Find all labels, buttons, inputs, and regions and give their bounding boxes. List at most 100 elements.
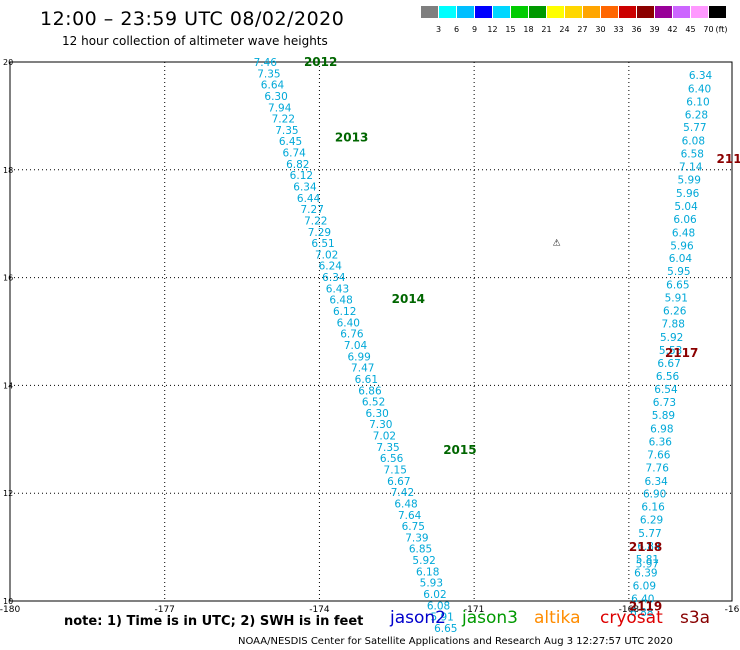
legend-swatch [421, 6, 438, 18]
location-marker: ⚠ [553, 239, 561, 249]
pass-time-label: 2014 [392, 292, 425, 306]
swh-data-label: 6.45 [279, 136, 302, 148]
swh-data-label: 5.99 [678, 175, 701, 187]
swh-data-label: 7.64 [398, 510, 422, 522]
swh-data-label: 6.08 [682, 136, 705, 148]
swh-data-label: 6.34 [322, 272, 346, 284]
legend-swatch [655, 6, 672, 18]
swh-data-label: 5.81 [636, 554, 659, 566]
swh-data-label: 7.35 [275, 125, 298, 137]
swh-data-label: 6.34 [689, 70, 713, 82]
legend-label: 30 [595, 25, 606, 34]
swh-data-label: 6.29 [640, 515, 663, 527]
legend-swatch [691, 6, 708, 18]
swh-data-label: 6.76 [340, 329, 364, 341]
swh-data-label: 7.46 [254, 57, 278, 69]
swh-data-label: 6.26 [663, 305, 687, 317]
legend-label: 12 [487, 25, 498, 34]
swh-data-label: 6.86 [358, 385, 382, 397]
x-tick-label: -168 [619, 605, 640, 615]
y-tick-label: 20 [3, 58, 13, 67]
swh-data-label: 6.04 [669, 253, 693, 265]
swh-data-label: 6.54 [654, 384, 678, 396]
swh-data-label: 5.91 [430, 612, 453, 624]
legend-swatch [583, 6, 600, 18]
swh-data-label: 6.90 [643, 489, 666, 501]
swh-data-label: 7.27 [301, 204, 324, 216]
legend-swatch [619, 6, 636, 18]
swh-data-label: 6.65 [434, 623, 457, 635]
legend-swatch [547, 6, 564, 18]
credit-line: NOAA/NESDIS Center for Satellite Applica… [238, 636, 673, 647]
swh-data-label: 6.64 [261, 80, 285, 92]
swh-data-label: 6.40 [337, 317, 360, 329]
swh-data-label: 5.53 [659, 345, 682, 357]
swh-data-label: 7.22 [272, 114, 295, 126]
swh-data-label: 6.34 [644, 476, 668, 488]
swh-data-label: 6.39 [634, 567, 657, 579]
legend-label: 39 [649, 25, 660, 34]
swh-data-label: 5.89 [652, 410, 675, 422]
legend-label: 24 [559, 25, 570, 34]
swh-data-label: 6.48 [672, 227, 695, 239]
swh-data-label: 6.34 [293, 182, 317, 194]
swh-data-label: 7.22 [304, 215, 327, 227]
swh-data-label: 5.97 [636, 558, 659, 570]
swh-data-label: 5.92 [412, 555, 435, 567]
legend-label: 21 [541, 25, 552, 34]
y-tick-label: 16 [3, 274, 13, 283]
swh-data-label: 6.12 [290, 170, 313, 182]
swh-data-label: 5.91 [665, 293, 688, 305]
legend-unit: (ft) [715, 25, 728, 34]
swh-data-label: 6.67 [657, 358, 680, 370]
legend-swatch [493, 6, 510, 18]
legend-swatch [601, 6, 618, 18]
legend-label: 27 [577, 25, 588, 34]
swh-data-label: 7.42 [391, 487, 414, 499]
swh-data-label: 7.04 [344, 340, 368, 352]
legend-swatch [529, 6, 546, 18]
swh-data-label: 6.51 [311, 238, 334, 250]
legend-label: 3 [435, 25, 442, 34]
footer-note: note: 1) Time is in UTC; 2) SWH is in fe… [64, 614, 364, 629]
swh-data-label: 6.40 [631, 593, 654, 605]
legend-swatch [457, 6, 474, 18]
swh-data-label: 6.58 [681, 149, 704, 161]
pass-time-label: 2119 [629, 599, 662, 613]
swh-data-label: 7.02 [315, 249, 338, 261]
x-tick-label: -180 [0, 605, 20, 615]
swh-data-label: 6.82 [286, 159, 309, 171]
chart-title: 12:00 – 23:59 UTC 08/02/2020 [40, 8, 345, 30]
swh-data-label: 7.88 [662, 318, 685, 330]
swh-data-label: 6.56 [656, 371, 680, 383]
legend-label: 70 [703, 25, 714, 34]
legend-swatch [709, 6, 726, 18]
legend-swatch [637, 6, 654, 18]
swh-data-label: 6.48 [329, 295, 352, 307]
legend-label: 45 [685, 25, 696, 34]
swh-data-label: 6.88 [630, 607, 653, 619]
swh-data-label: 7.02 [373, 431, 396, 443]
swh-data-label: 6.75 [402, 521, 425, 533]
swh-data-label: 6.10 [686, 96, 709, 108]
y-tick-label: 14 [3, 381, 13, 390]
swh-data-label: 6.84 [637, 541, 661, 553]
swh-data-label: 6.28 [685, 109, 708, 121]
swh-data-label: 5.77 [683, 122, 706, 134]
swh-data-label: 6.40 [688, 83, 711, 95]
swh-data-label: 6.73 [653, 397, 676, 409]
swh-data-label: 6.43 [326, 283, 349, 295]
pass-time-label: 2015 [443, 443, 476, 457]
legend-swatch [439, 6, 456, 18]
swh-data-label: 6.61 [355, 374, 378, 386]
swh-data-label: 6.36 [649, 436, 673, 448]
legend-label: 42 [667, 25, 678, 34]
satellite-name: jason3 [462, 608, 518, 628]
swh-data-label: 6.98 [650, 424, 673, 436]
legend-label: 9 [471, 25, 478, 34]
swh-data-label: 6.09 [633, 580, 656, 592]
swh-data-label: 5.96 [670, 240, 694, 252]
swh-data-label: 7.30 [369, 419, 392, 431]
x-tick-label: -174 [309, 605, 330, 615]
swh-data-label: 5.92 [660, 332, 683, 344]
